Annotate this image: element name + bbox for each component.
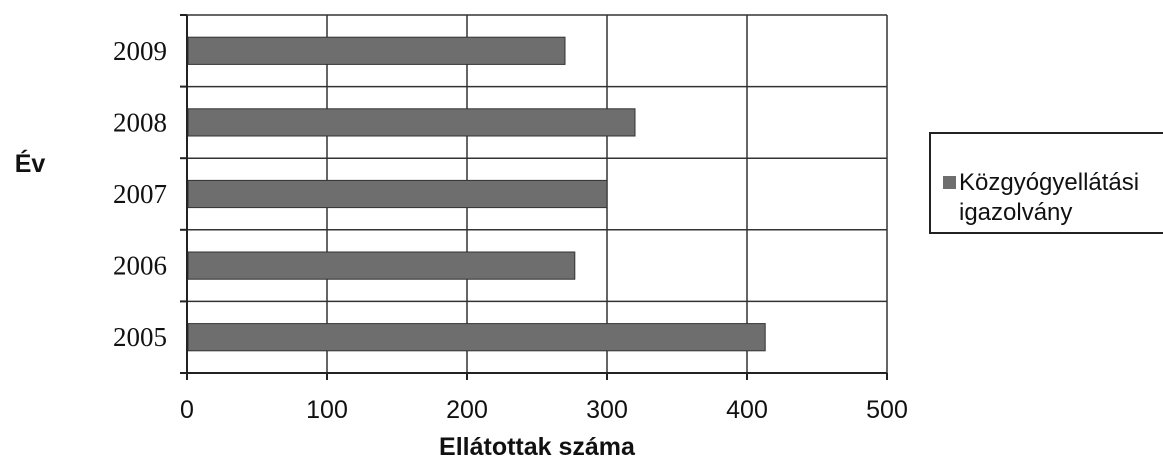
x-axis-title: Ellátottak száma <box>439 433 636 461</box>
bar-2005 <box>187 323 766 352</box>
axes <box>180 14 888 380</box>
x-tick-label: 100 <box>306 396 348 424</box>
legend-label-line1: Közgyógyellátási <box>959 169 1139 196</box>
y-tick-label: 2005 <box>113 322 167 352</box>
x-tick-labels: 0 100 200 300 400 500 <box>180 396 908 424</box>
x-tick-label: 500 <box>866 396 908 424</box>
legend: Közgyógyellátási igazolvány <box>929 132 1163 234</box>
legend-box <box>929 132 1163 234</box>
bar-2008 <box>187 108 636 137</box>
y-tick-labels: 2009 2008 2007 2006 2005 <box>113 36 167 352</box>
x-tick-label: 0 <box>180 396 194 424</box>
x-tick-label: 300 <box>586 396 628 424</box>
legend-label-line2: igazolvány <box>959 199 1072 226</box>
legend-swatch <box>943 176 956 189</box>
bar-2009 <box>187 36 566 65</box>
x-tick-label: 400 <box>726 396 768 424</box>
bar-2006 <box>187 251 576 280</box>
y-tick-label: 2007 <box>113 179 167 209</box>
y-tick-label: 2008 <box>113 107 167 137</box>
x-tick-label: 200 <box>446 396 488 424</box>
y-axis-title: Év <box>15 149 46 178</box>
bar-2007 <box>187 179 608 209</box>
y-tick-label: 2006 <box>113 251 167 281</box>
y-tick-label: 2009 <box>113 36 167 66</box>
bars <box>187 36 766 352</box>
